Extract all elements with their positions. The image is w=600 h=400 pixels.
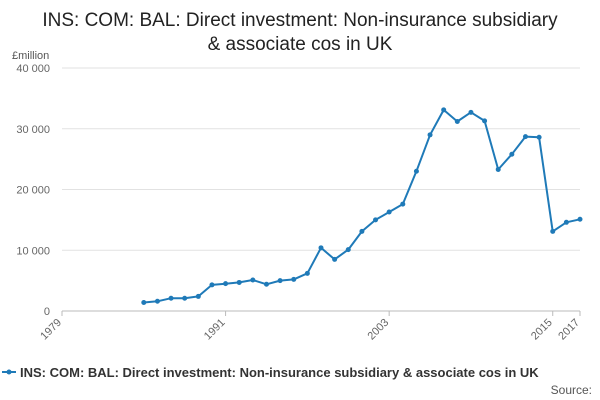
data-point [291, 276, 297, 282]
y-tick-label: 0 [44, 306, 50, 318]
data-point [400, 201, 406, 207]
data-point [522, 134, 528, 140]
data-point [509, 151, 515, 157]
gridlines [62, 67, 580, 251]
data-point [250, 277, 256, 283]
data-point [563, 219, 569, 225]
y-tick-label: 30 000 [16, 124, 50, 136]
data-point [577, 216, 583, 222]
y-tick-label: 10 000 [16, 245, 50, 257]
series-layer [141, 107, 583, 305]
data-point [223, 281, 229, 287]
data-point [359, 228, 365, 234]
y-axis-unit-label: £million [12, 50, 49, 62]
data-point [154, 298, 160, 304]
data-point [277, 278, 283, 284]
data-point [413, 168, 419, 174]
x-tick-label: 1991 [202, 317, 228, 343]
x-tick-label: 2017 [556, 317, 582, 343]
data-point [550, 228, 556, 234]
x-tick-label: 1979 [38, 317, 64, 343]
x-tick-label: 2003 [365, 317, 391, 343]
source-label: Source: [551, 383, 592, 397]
data-point [386, 209, 392, 215]
data-point [468, 109, 474, 115]
data-point [427, 132, 433, 138]
y-tick-label: 40 000 [16, 63, 50, 75]
data-point [536, 134, 542, 140]
data-point [454, 118, 460, 124]
x-tick-label: 2015 [529, 317, 555, 343]
data-point [209, 282, 215, 288]
data-point [168, 295, 174, 301]
data-point [318, 245, 324, 251]
data-point [195, 293, 201, 299]
y-axis-ticks: 0 10 000 20 000 30 000 40 000 [16, 63, 50, 318]
y-tick-label: 20 000 [16, 185, 50, 197]
chart-title-line-2: & associate cos in UK [208, 34, 393, 55]
data-point [495, 166, 501, 172]
series-line [143, 108, 581, 304]
data-point [141, 299, 147, 305]
data-point [182, 295, 188, 301]
legend: INS: COM: BAL: Direct investment: Non-in… [2, 365, 539, 380]
x-axis: 1979 1991 2003 2015 2017 [38, 310, 582, 343]
data-point [441, 107, 447, 113]
legend-entry-label: INS: COM: BAL: Direct investment: Non-in… [20, 365, 539, 380]
data-point [263, 281, 269, 287]
data-point [345, 247, 351, 253]
data-point [373, 217, 379, 223]
chart-title-line-1: INS: COM: BAL: Direct investment: Non-in… [42, 10, 558, 31]
data-point [236, 279, 242, 285]
data-point [482, 118, 488, 124]
data-point [304, 270, 310, 276]
data-point [332, 256, 338, 262]
legend-swatch-marker [6, 369, 12, 375]
